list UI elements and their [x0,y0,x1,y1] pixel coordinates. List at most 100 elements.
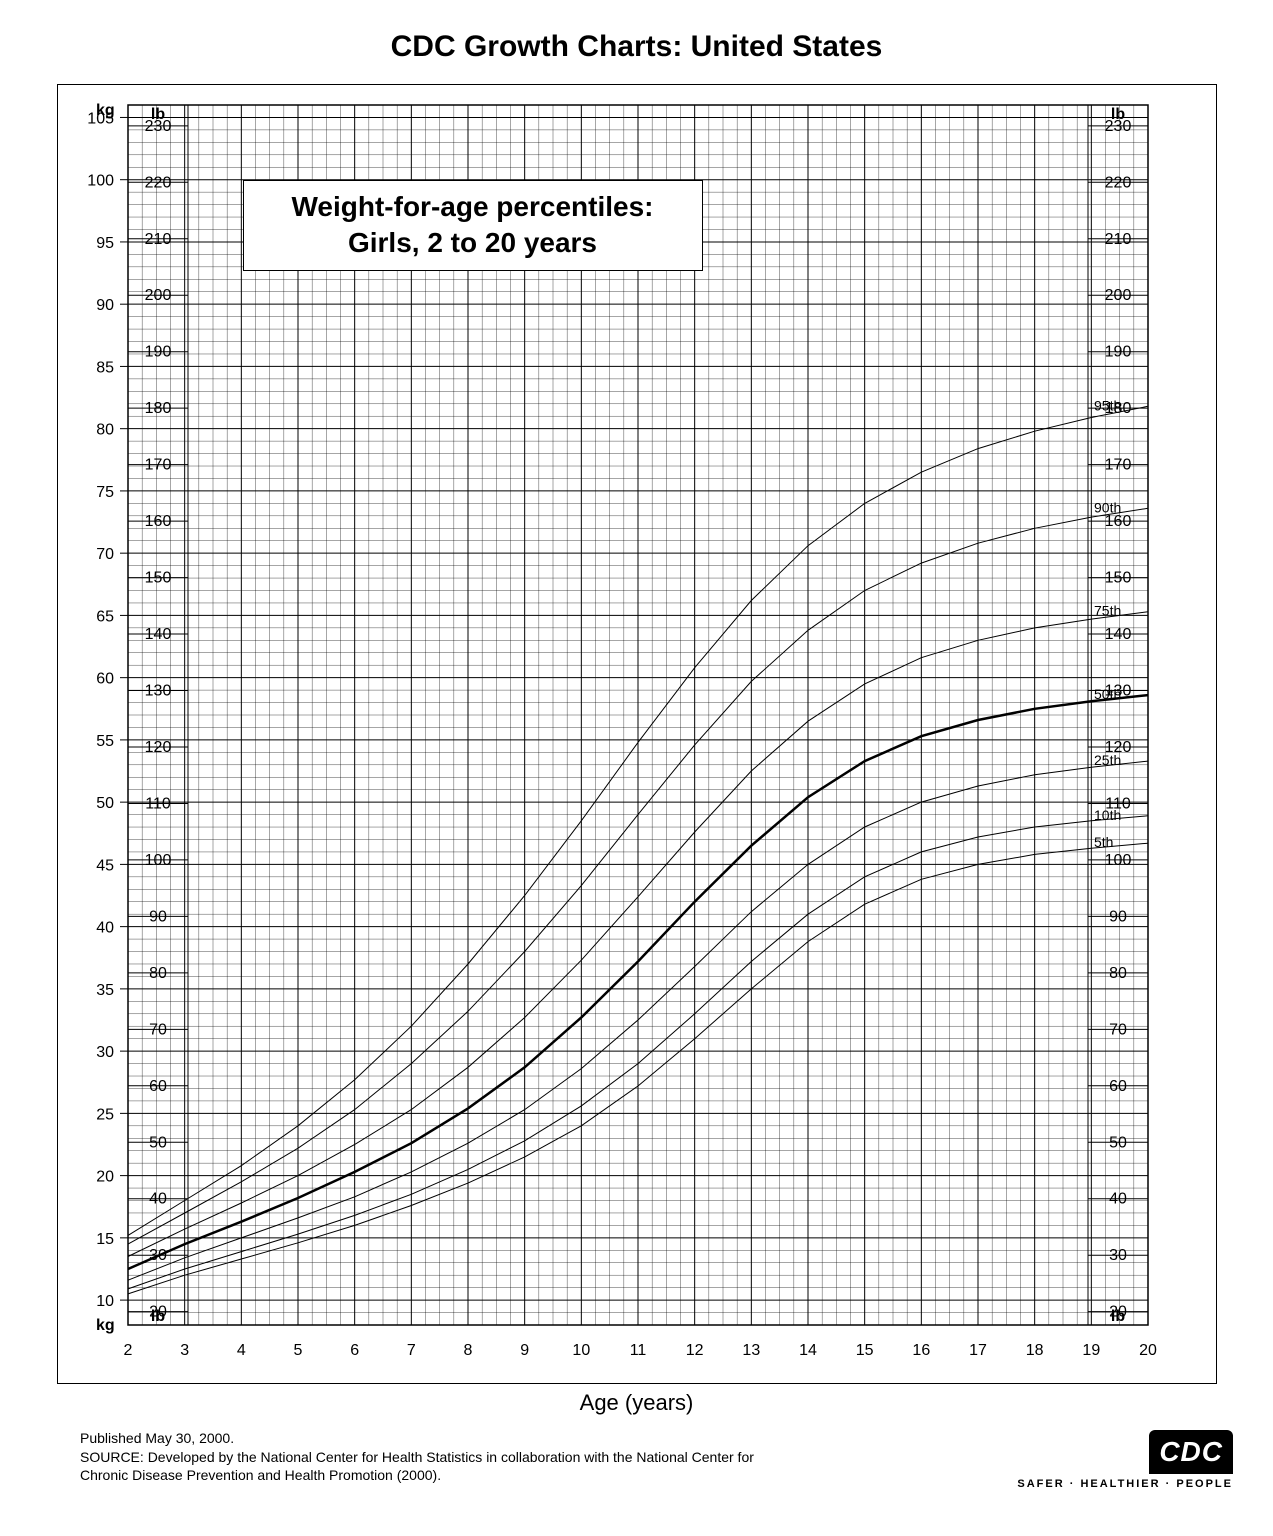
svg-text:16: 16 [912,1342,930,1359]
svg-text:90: 90 [96,297,114,314]
svg-text:12: 12 [685,1342,703,1359]
svg-text:100: 100 [1104,852,1131,869]
svg-text:50: 50 [96,795,114,812]
subtitle-line-1: Weight-for-age percentiles: [262,189,684,225]
svg-text:18: 18 [1025,1342,1043,1359]
svg-text:80: 80 [1109,965,1127,982]
svg-text:170: 170 [1104,457,1131,474]
svg-text:100: 100 [144,852,171,869]
source-prefix: SOURCE: [80,1449,144,1465]
svg-text:40: 40 [1109,1191,1127,1208]
svg-text:15: 15 [96,1231,114,1248]
svg-text:25: 25 [96,1106,114,1123]
svg-text:95: 95 [96,235,114,252]
svg-text:170: 170 [144,457,171,474]
svg-text:120: 120 [144,739,171,756]
svg-text:160: 160 [1104,513,1131,530]
svg-text:75: 75 [96,484,114,501]
page: CDC Growth Charts: United States 2345678… [20,30,1253,1490]
svg-text:90: 90 [1109,908,1127,925]
svg-text:13: 13 [742,1342,760,1359]
svg-text:160: 160 [144,513,171,530]
footer-text: Published May 30, 2000. SOURCE: Develope… [80,1430,780,1484]
svg-text:80: 80 [96,422,114,439]
svg-text:40: 40 [96,920,114,937]
svg-text:55: 55 [96,733,114,750]
page-title: CDC Growth Charts: United States [20,30,1253,64]
percentile-label-p10: 10th [1094,807,1121,823]
svg-text:190: 190 [1104,344,1131,361]
svg-text:9: 9 [520,1342,529,1359]
svg-text:5: 5 [293,1342,302,1359]
chart-subtitle-box: Weight-for-age percentiles: Girls, 2 to … [243,180,703,271]
percentile-label-p50: 50th [1094,686,1121,702]
percentile-label-p25: 25th [1094,752,1121,768]
svg-text:140: 140 [144,626,171,643]
svg-text:30: 30 [96,1044,114,1061]
svg-text:lb: lb [1110,1308,1124,1325]
svg-text:85: 85 [96,359,114,376]
cdc-tagline: SAFER · HEALTHIER · PEOPLE [1017,1478,1233,1490]
svg-text:50: 50 [1109,1134,1127,1151]
percentile-label-p5: 5th [1094,834,1113,850]
svg-text:kg: kg [96,102,115,119]
svg-text:3: 3 [180,1342,189,1359]
svg-text:50: 50 [149,1134,167,1151]
svg-text:15: 15 [855,1342,873,1359]
svg-text:180: 180 [144,400,171,417]
svg-text:20: 20 [1139,1342,1157,1359]
svg-text:lb: lb [1110,106,1124,123]
svg-text:45: 45 [96,857,114,874]
percentile-label-p90: 90th [1094,499,1121,515]
svg-text:30: 30 [1109,1247,1127,1264]
svg-text:10: 10 [572,1342,590,1359]
svg-text:140: 140 [1104,626,1131,643]
cdc-logo-block: CDC SAFER · HEALTHIER · PEOPLE [1017,1430,1233,1490]
svg-text:210: 210 [1104,231,1131,248]
svg-text:210: 210 [144,231,171,248]
percentile-label-p75: 75th [1094,603,1121,619]
svg-text:14: 14 [799,1342,817,1359]
svg-text:150: 150 [1104,570,1131,587]
svg-text:70: 70 [96,546,114,563]
svg-text:65: 65 [96,608,114,625]
svg-text:8: 8 [463,1342,472,1359]
svg-text:70: 70 [149,1021,167,1038]
svg-text:60: 60 [149,1078,167,1095]
svg-text:40: 40 [149,1191,167,1208]
svg-text:lb: lb [150,106,164,123]
cdc-logo: CDC [1149,1430,1233,1474]
svg-text:19: 19 [1082,1342,1100,1359]
svg-text:6: 6 [350,1342,359,1359]
svg-text:190: 190 [144,344,171,361]
svg-text:7: 7 [406,1342,415,1359]
svg-text:130: 130 [144,683,171,700]
svg-text:200: 200 [1104,287,1131,304]
svg-text:220: 220 [1104,174,1131,191]
svg-text:100: 100 [87,173,114,190]
source-line: SOURCE: Developed by the National Center… [80,1448,780,1484]
svg-text:11: 11 [629,1342,646,1359]
subtitle-line-2: Girls, 2 to 20 years [262,225,684,261]
growth-chart: 2345678910111213141516171819201015202530… [57,84,1217,1384]
svg-text:110: 110 [145,795,171,812]
svg-text:150: 150 [144,570,171,587]
svg-text:17: 17 [969,1342,987,1359]
svg-text:kg: kg [96,1317,115,1334]
source-text: Developed by the National Center for Hea… [80,1449,754,1483]
svg-text:200: 200 [144,287,171,304]
chart-svg: 2345678910111213141516171819201015202530… [58,85,1218,1385]
svg-text:4: 4 [236,1342,245,1359]
x-axis-label: Age (years) [20,1390,1253,1416]
svg-text:20: 20 [96,1169,114,1186]
percentile-label-p95: 95th [1094,397,1121,413]
svg-text:10: 10 [96,1293,114,1310]
page-footer: Published May 30, 2000. SOURCE: Develope… [80,1430,1233,1490]
svg-text:60: 60 [1109,1078,1127,1095]
svg-text:60: 60 [96,671,114,688]
svg-text:lb: lb [150,1308,164,1325]
published-date: Published May 30, 2000. [80,1430,780,1446]
svg-text:70: 70 [1109,1021,1127,1038]
svg-text:90: 90 [149,908,167,925]
svg-text:35: 35 [96,982,114,999]
